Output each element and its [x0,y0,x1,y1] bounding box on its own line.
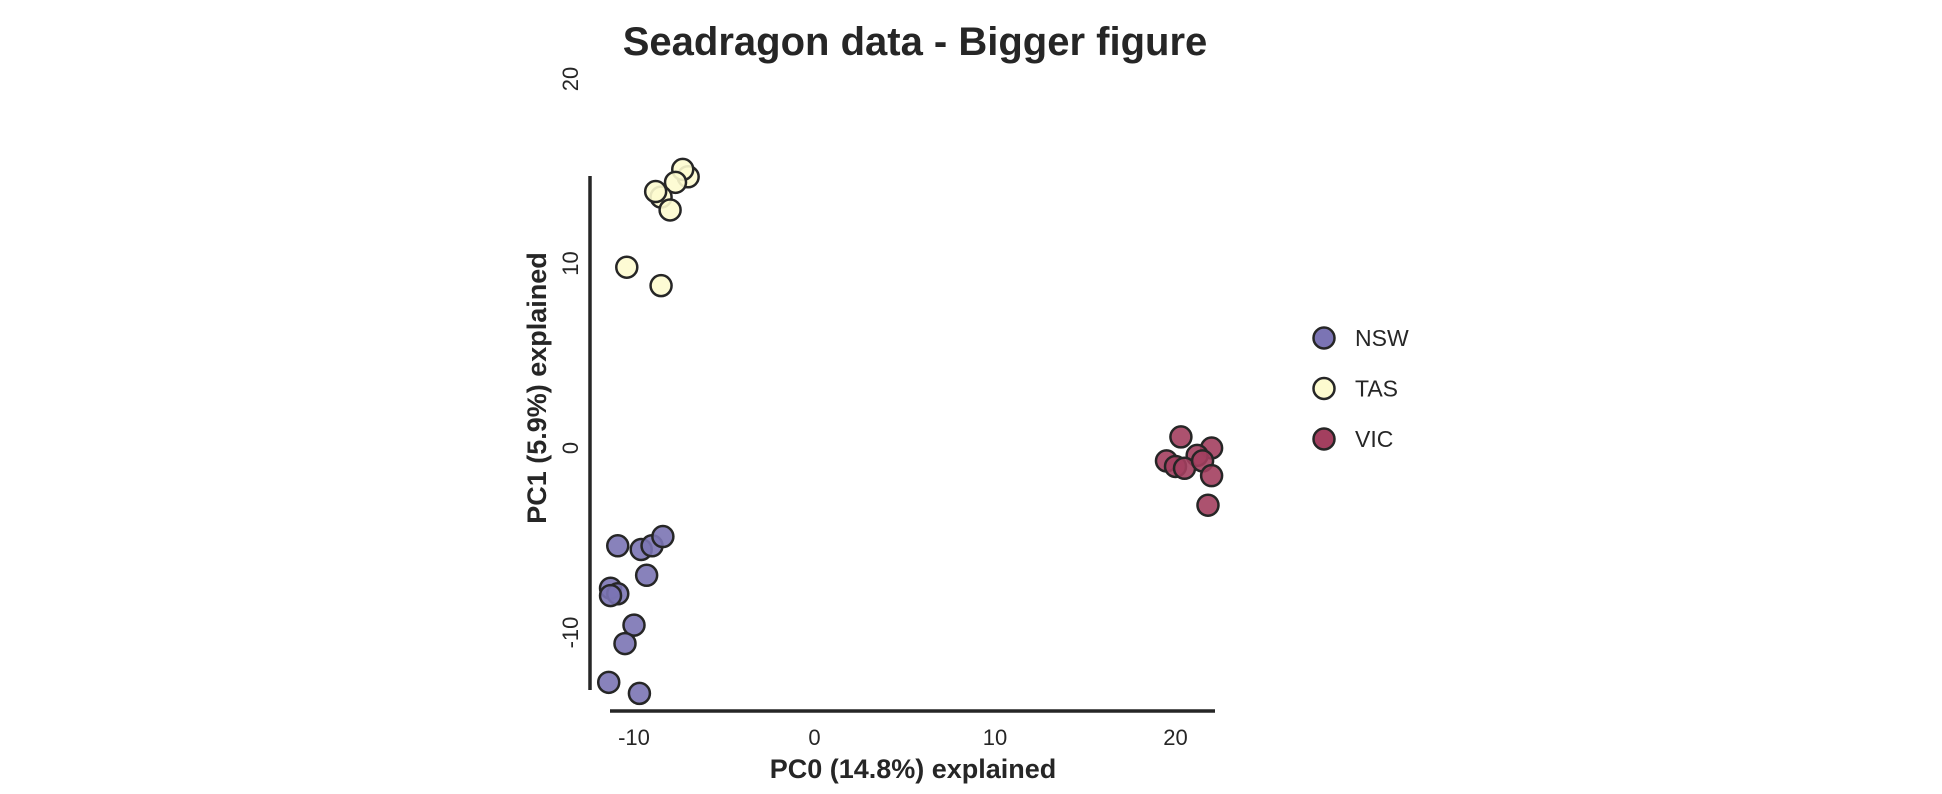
data-point-nsw [598,583,623,608]
data-point-nsw [651,524,675,549]
data-point-tas [615,255,639,279]
legend-label-nsw: NSW [1355,325,1409,351]
x-tick-label: 0 [808,725,820,750]
data-points [596,157,1224,706]
y-tick-label: 10 [558,251,583,275]
data-point-nsw [596,670,621,695]
legend: NSW TAS VIC [1312,325,1409,452]
legend-marker-nsw [1312,326,1336,350]
y-axis-label: PC1 (5.9%) explained [522,252,552,524]
chart-title: Seadragon data - Bigger figure [623,20,1208,64]
legend-marker-vic [1312,427,1336,451]
legend-label-tas: TAS [1355,376,1398,402]
legend-label-vic: VIC [1355,426,1393,452]
data-point-nsw [613,631,637,656]
x-tick-label: -10 [618,725,650,750]
data-point-tas [663,170,688,195]
y-tick-label: 20 [558,67,583,91]
data-point-vic [1169,425,1193,449]
x-tick-label: 10 [983,725,1007,750]
data-point-nsw [634,563,659,588]
data-point-nsw [622,613,646,637]
legend-marker-tas [1312,376,1336,401]
x-tick-labels: -10 0 10 20 [618,725,1188,750]
x-tick-label: 20 [1163,725,1187,750]
data-point-tas [649,273,673,298]
y-tick-labels: -10 0 10 20 [558,67,583,649]
data-point-nsw [627,681,652,706]
data-point-nsw [606,534,630,558]
data-point-vic [1199,463,1224,488]
data-point-tas [658,198,682,222]
y-tick-label: 0 [558,442,583,454]
data-point-vic [1196,493,1220,517]
y-tick-label: -10 [558,617,583,649]
x-axis-label: PC0 (14.8%) explained [770,754,1057,784]
data-point-tas [643,179,668,204]
